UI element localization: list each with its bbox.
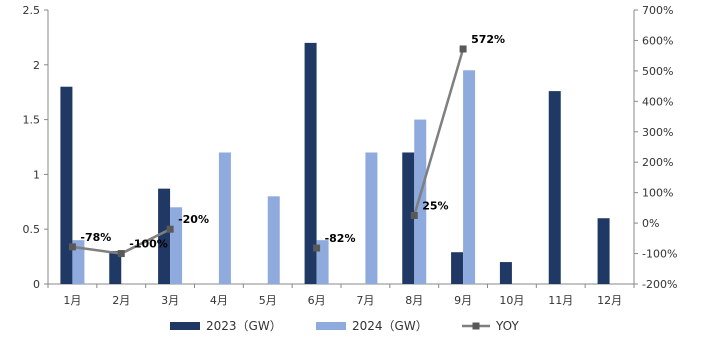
- bar-2024: [365, 152, 378, 284]
- bar-2023: [304, 42, 317, 284]
- yoy-point: [166, 225, 174, 233]
- bar-2023: [402, 152, 415, 284]
- legend: 2023（GW） 2024（GW） YOY: [170, 319, 519, 333]
- bar-2024: [72, 240, 85, 284]
- y-tick-label-right: -200%: [642, 278, 677, 291]
- y-tick-label-right: 100%: [642, 187, 673, 200]
- yoy-data-label: -100%: [129, 238, 168, 251]
- yoy-data-label: -20%: [178, 213, 209, 226]
- yoy-data-label: 25%: [422, 200, 448, 213]
- bar-2023: [60, 86, 73, 284]
- y-tick-label-left: 0.5: [23, 223, 41, 236]
- y-tick-label-left: 1.5: [23, 114, 41, 127]
- x-tick-label: 4月: [210, 294, 228, 307]
- bar-2023: [109, 251, 122, 284]
- bar-2024: [267, 196, 280, 284]
- legend-swatch: [170, 322, 200, 330]
- yoy-point: [410, 212, 418, 219]
- yoy-point: [459, 45, 467, 53]
- y-tick-label-right: 500%: [642, 65, 673, 78]
- y-tick-label-right: 700%: [642, 4, 673, 17]
- legend-label-yoy: YOY: [495, 319, 519, 333]
- yoy-point: [117, 250, 125, 258]
- x-tick-label: 12月: [597, 294, 622, 307]
- bar-2023: [499, 262, 512, 284]
- bar-2024: [463, 70, 476, 284]
- x-tick-label: 6月: [308, 294, 326, 307]
- y-tick-label-right: 300%: [642, 126, 673, 139]
- legend-label: 2024（GW）: [352, 319, 428, 333]
- x-tick-label: 3月: [161, 294, 179, 307]
- y-tick-label-left: 1: [33, 168, 40, 181]
- yoy-point: [68, 243, 76, 251]
- plot-area: 0 0.5 1 1.5 2 2.5 -200% -100% 0% 100% 200% 300% 400%…: [23, 4, 678, 307]
- bar-2023: [597, 218, 610, 284]
- y-tick-label-right: 200%: [642, 156, 673, 169]
- x-tick-label: 10月: [499, 294, 524, 307]
- bar-2023: [158, 188, 171, 284]
- y-tick-label-right: 600%: [642, 34, 673, 47]
- bar-2023: [451, 252, 464, 284]
- x-tick-label: 7月: [356, 294, 374, 307]
- x-tick-label: 5月: [259, 294, 277, 307]
- bar-2023: [548, 91, 561, 284]
- bar-2024: [414, 119, 427, 284]
- y-tick-label-left: 2: [33, 59, 40, 72]
- legend-label: 2023（GW）: [206, 319, 282, 333]
- yoy-data-label: -82%: [325, 232, 356, 245]
- x-tick-label: 8月: [405, 294, 423, 307]
- x-tick-label: 2月: [112, 294, 130, 307]
- yoy-data-label: 572%: [471, 33, 505, 46]
- x-tick-label: 1月: [63, 294, 81, 307]
- y-tick-label-right: 0%: [642, 217, 659, 230]
- x-tick-label: 9月: [454, 294, 472, 307]
- yoy-point: [313, 244, 321, 252]
- y-tick-label-right: -100%: [642, 248, 677, 261]
- y-tick-label-right: 400%: [642, 95, 673, 108]
- legend-swatch: [316, 322, 346, 330]
- yoy-line: [413, 48, 465, 216]
- legend-marker-yoy: [472, 322, 480, 330]
- bar-2024: [218, 152, 231, 284]
- y-tick-label-left: 0: [33, 278, 40, 291]
- y-tick-label-left: 2.5: [23, 4, 41, 17]
- yoy-data-label: -78%: [80, 231, 111, 244]
- x-tick-label: 11月: [548, 294, 573, 307]
